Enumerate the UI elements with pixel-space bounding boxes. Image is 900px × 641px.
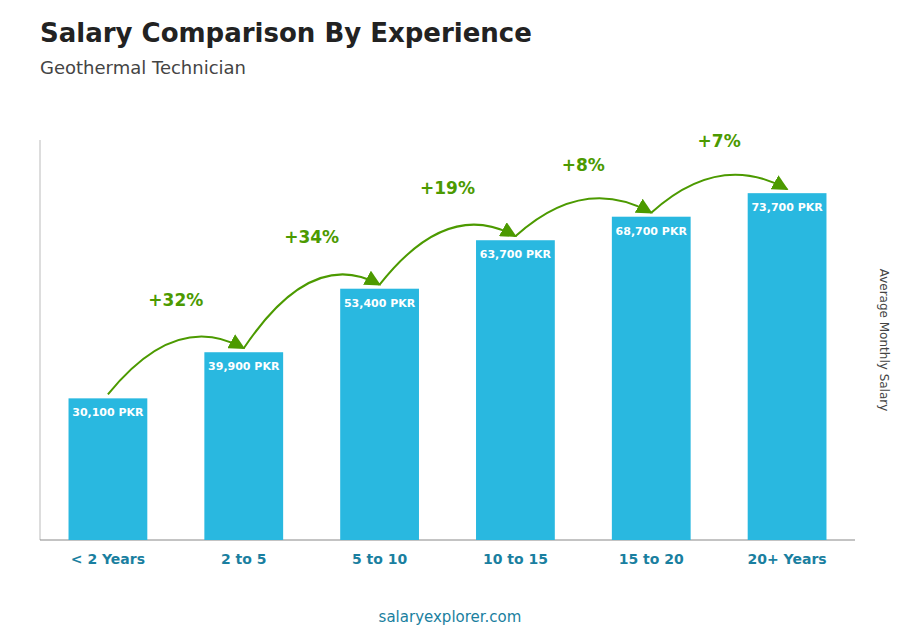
x-tick-label: < 2 Years <box>71 551 145 567</box>
data-label: 68,700 PKR <box>616 225 688 238</box>
annotation: +7% <box>698 131 741 151</box>
bar <box>748 193 827 540</box>
x-tick-label: 10 to 15 <box>483 551 548 567</box>
annotation: +32% <box>148 290 203 310</box>
y-axis-label: Average Monthly Salary <box>877 269 891 412</box>
y-axis-line <box>40 140 41 540</box>
annotation: +19% <box>420 178 475 198</box>
x-tick-label: 15 to 20 <box>619 551 684 567</box>
data-label: 30,100 PKR <box>72 406 144 419</box>
data-label: 53,400 PKR <box>344 297 416 310</box>
change-arc <box>108 336 244 394</box>
change-arc <box>515 198 651 236</box>
data-label: 39,900 PKR <box>208 360 280 373</box>
bar <box>476 240 555 540</box>
x-tick-label: 20+ Years <box>748 551 827 567</box>
x-tick-label: 5 to 10 <box>352 551 408 567</box>
subtitle: Geothermal Technician <box>40 57 246 78</box>
x-tick-label: 2 to 5 <box>221 551 267 567</box>
change-arc <box>380 225 516 285</box>
footer: salaryexplorer.com <box>379 608 522 626</box>
title: Salary Comparison By Experience <box>40 18 532 48</box>
annotation: +34% <box>284 227 339 247</box>
bar <box>69 398 148 540</box>
change-arc <box>244 274 380 348</box>
data-label: 73,700 PKR <box>751 201 823 214</box>
change-arc <box>651 175 787 213</box>
bar <box>204 352 283 540</box>
bar <box>340 289 419 540</box>
bars <box>69 193 827 540</box>
x-axis-line <box>40 540 855 541</box>
data-label: 63,700 PKR <box>480 248 552 261</box>
annotation: +8% <box>562 155 605 175</box>
chart: Salary Comparison By Experience Geotherma… <box>0 0 900 641</box>
bar <box>612 217 691 540</box>
